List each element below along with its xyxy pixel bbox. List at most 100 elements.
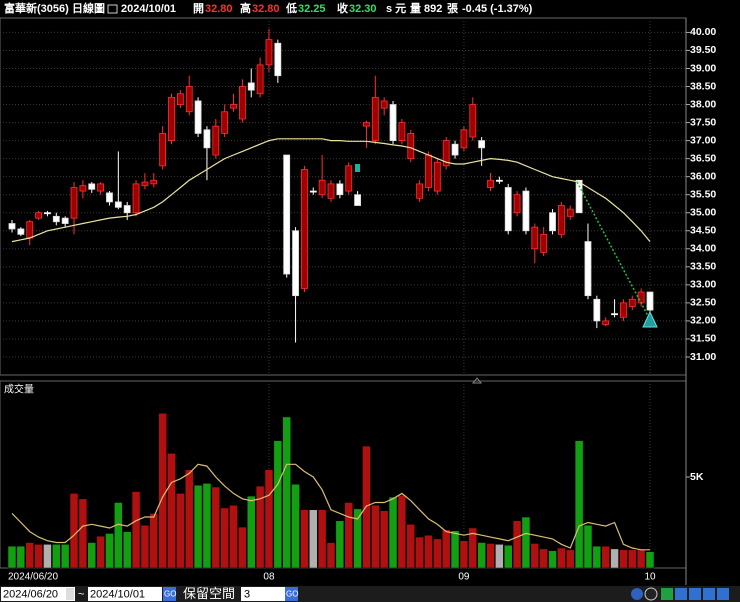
candle-body: [566, 208, 574, 217]
candle-body: [301, 169, 308, 289]
header: 富華新(3056) 日線圖 2024/10/01 開 32.80 高 32.80…: [4, 1, 533, 15]
y-tick-label: 33.00: [690, 279, 716, 291]
candle-body: [354, 194, 361, 206]
y-tick-label: 37.00: [690, 134, 716, 146]
volume-unit: 張: [447, 2, 459, 15]
candle-body: [398, 122, 406, 142]
candle-body: [611, 313, 618, 316]
volume-bar: [459, 540, 469, 569]
candle-body: [168, 96, 175, 142]
candle-body: [150, 179, 158, 185]
volume-bar: [636, 549, 646, 569]
start-input[interactable]: [1, 587, 75, 601]
candle-body: [221, 111, 229, 134]
candle-body: [602, 320, 610, 325]
candle-body: [522, 190, 530, 232]
scroll-left[interactable]: [689, 588, 701, 600]
volume-bar: [16, 545, 26, 569]
volume-bar: [238, 526, 247, 569]
volume-bar: [326, 542, 336, 569]
candle-body: [212, 125, 220, 156]
candle-body: [540, 233, 548, 253]
y-tick-label: 32.00: [690, 315, 716, 327]
volume-bar: [548, 550, 557, 569]
volume-bar: [149, 513, 159, 569]
candle-body: [575, 179, 583, 214]
scroll-end[interactable]: [717, 588, 729, 600]
volume-bar: [264, 469, 274, 569]
volume-bar: [450, 530, 460, 569]
scroll-right[interactable]: [703, 588, 715, 600]
volume-bar: [574, 440, 584, 569]
volume-ma-line: [11, 463, 650, 551]
zoom-out[interactable]: [675, 588, 687, 600]
y-tick-label: 35.00: [690, 207, 716, 219]
volume-bar: [344, 502, 353, 569]
volume-bar: [7, 545, 17, 569]
start-date: 2024/06/20: [3, 588, 58, 600]
candle-body: [185, 86, 193, 113]
volume-bar: [495, 544, 504, 569]
zoom-in[interactable]: [661, 588, 673, 600]
volume-bar: [317, 509, 327, 569]
volume-bar: [530, 543, 540, 569]
candle-body: [8, 223, 16, 230]
toolbar: [0, 586, 740, 602]
go-button[interactable]: [163, 587, 176, 601]
stock-name: 富華新(3056): [4, 1, 69, 15]
dropdown[interactable]: [66, 588, 74, 600]
candle-body: [460, 129, 468, 149]
candle-body: [407, 132, 415, 160]
volume-bar: [433, 538, 442, 569]
volume-bar: [105, 533, 114, 569]
volume-tick-label: 5K: [690, 471, 704, 483]
ma-line: [11, 138, 651, 243]
volume-bar: [512, 520, 522, 569]
candle-body: [513, 194, 521, 214]
low-value: 32.25: [298, 3, 326, 15]
clock-icon[interactable]: [644, 587, 658, 601]
candle-body: [203, 129, 211, 149]
volume-bar: [353, 508, 362, 569]
period: 日線圖: [72, 1, 105, 15]
clock-icon[interactable]: [631, 588, 643, 600]
candle-body: [26, 221, 34, 239]
end-input[interactable]: [88, 587, 162, 601]
candle-body: [495, 179, 503, 182]
change: -0.45 (-1.37%): [462, 3, 533, 15]
candle-body: [176, 93, 184, 105]
volume-bar: [122, 531, 132, 569]
volume-bar: [441, 529, 451, 569]
candle-body: [531, 226, 539, 250]
low-label: 低: [285, 1, 297, 15]
candle-body: [336, 183, 344, 196]
y-tick-label: 39.00: [690, 62, 716, 74]
volume-bar: [273, 440, 283, 569]
volume-bar: [645, 551, 655, 569]
high-label: 高: [240, 1, 251, 15]
x-tick-label: 09: [458, 572, 470, 583]
candle-body: [97, 183, 105, 192]
y-tick-label: 34.00: [690, 243, 716, 255]
y-tick-label: 36.00: [690, 170, 716, 182]
candle-body: [292, 230, 299, 297]
candle-body: [141, 181, 149, 187]
volume-bar: [335, 520, 345, 569]
candle-body: [79, 185, 87, 192]
candle-body: [416, 183, 424, 199]
volume-bar: [25, 542, 34, 569]
candle-body: [433, 161, 441, 192]
signal-triangle: [642, 310, 658, 328]
go-button[interactable]: [285, 587, 298, 601]
volume-bar: [566, 549, 575, 569]
candle-body: [389, 104, 397, 142]
candle-body: [425, 154, 432, 188]
volume-bar: [468, 527, 478, 569]
candle-body: [256, 64, 264, 95]
reserve-input[interactable]: [241, 587, 285, 601]
volume-bar: [309, 509, 318, 569]
volume-bar: [282, 416, 291, 569]
volume-bar: [583, 524, 593, 569]
candle-body: [371, 96, 379, 142]
y-tick-label: 39.50: [690, 44, 716, 56]
